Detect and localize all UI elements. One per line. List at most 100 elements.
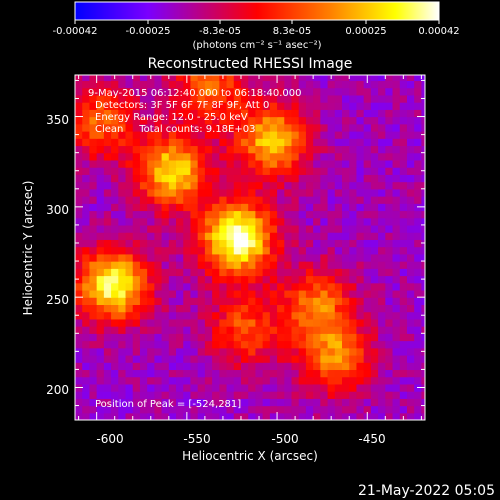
heatmap-cell (342, 145, 350, 154)
heatmap-cell (305, 333, 314, 342)
heatmap-cell (399, 391, 408, 399)
heatmap-cell (334, 203, 343, 212)
heatmap-cell (255, 130, 264, 139)
heatmap-cell (406, 318, 415, 327)
heatmap-cell (370, 224, 379, 233)
heatmap-cell (161, 138, 170, 147)
heatmap-cell (291, 109, 300, 118)
heatmap-cell (82, 181, 91, 190)
heatmap-cell (255, 94, 264, 103)
heatmap-cell (190, 354, 199, 363)
heatmap-cell (385, 159, 394, 168)
heatmap-cell (356, 75, 365, 82)
heatmap-cell (197, 289, 206, 298)
heatmap-cell (219, 138, 228, 147)
heatmap-cell (161, 217, 170, 226)
heatmap-cell (125, 232, 134, 240)
heatmap-cell (212, 340, 220, 349)
heatmap-cell (262, 297, 271, 305)
heatmap-cell (277, 181, 285, 190)
heatmap-cell (111, 138, 119, 147)
heatmap-cell (82, 109, 91, 118)
heatmap-cell (277, 123, 285, 132)
heatmap-cell (168, 232, 177, 240)
heatmap-cell (75, 340, 83, 349)
heatmap-cell (248, 347, 257, 356)
heatmap-cell (356, 326, 365, 334)
heatmap-cell (96, 340, 105, 349)
heatmap-cell (204, 347, 213, 356)
heatmap-cell (147, 289, 155, 298)
heatmap-cell (298, 333, 307, 342)
heatmap-cell (370, 217, 379, 226)
heatmap-cell (378, 398, 386, 407)
heatmap-cell (298, 80, 307, 89)
heatmap-cell (212, 268, 220, 277)
heatmap-cell (183, 167, 192, 175)
heatmap-cell (226, 362, 235, 371)
heatmap-cell (406, 210, 415, 219)
heatmap-cell (161, 109, 170, 118)
heatmap-cell (125, 152, 134, 161)
heatmap-cell (168, 145, 177, 154)
heatmap-cell (248, 232, 257, 240)
heatmap-cell (139, 369, 148, 378)
heatmap-cell (406, 159, 415, 168)
heatmap-cell (248, 304, 257, 313)
heatmap-cell (363, 174, 372, 183)
heatmap-cell (277, 347, 285, 356)
heatmap-cell (421, 253, 425, 262)
heatmap-cell (320, 224, 329, 233)
heatmap-cell (363, 203, 372, 212)
heatmap-cell (183, 116, 192, 125)
heatmap-cell (111, 224, 119, 233)
heatmap-cell (356, 261, 365, 269)
heatmap-cell (370, 246, 379, 255)
heatmap-cell (82, 145, 91, 154)
heatmap-cell (248, 167, 257, 175)
heatmap-cell (154, 405, 163, 414)
heatmap-cell (212, 75, 220, 82)
heatmap-cell (269, 196, 278, 204)
heatmap-cell (414, 188, 422, 197)
heatmap-cell (96, 398, 105, 407)
heatmap-cell (392, 275, 401, 284)
heatmap-cell (219, 217, 228, 226)
heatmap-cell (262, 224, 271, 233)
heatmap-cell (190, 239, 199, 248)
heatmap-cell (327, 297, 336, 305)
heatmap-cell (168, 398, 177, 407)
heatmap-cell (82, 94, 91, 103)
heatmap-cell (82, 383, 91, 392)
heatmap-cell (262, 318, 271, 327)
heatmap-cell (269, 232, 278, 240)
heatmap-cell (305, 398, 314, 407)
heatmap-cell (89, 383, 98, 392)
heatmap-cell (385, 333, 394, 342)
heatmap-cell (363, 376, 372, 385)
heatmap-cell (356, 210, 365, 219)
heatmap-cell (118, 188, 127, 197)
heatmap-cell (284, 188, 293, 197)
heatmap-cell (240, 253, 249, 262)
heatmap-cell (334, 289, 343, 298)
heatmap-cell (349, 87, 358, 96)
heatmap-cell (132, 304, 141, 313)
heatmap-cell (334, 224, 343, 233)
heatmap-cell (349, 80, 358, 89)
heatmap-cell (269, 87, 278, 96)
heatmap-cell (219, 318, 228, 327)
heatmap-cell (255, 138, 264, 147)
heatmap-cell (183, 181, 192, 190)
heatmap-cell (291, 174, 300, 183)
heatmap-cell (262, 145, 271, 154)
heatmap-cell (262, 152, 271, 161)
heatmap-cell (154, 145, 163, 154)
heatmap-cell (103, 340, 112, 349)
heatmap-cell (327, 311, 336, 320)
heatmap-cell (75, 102, 83, 110)
heatmap-cell (204, 391, 213, 399)
heatmap-cell (406, 282, 415, 291)
heatmap-cell (103, 217, 112, 226)
heatmap-cell (385, 354, 394, 363)
